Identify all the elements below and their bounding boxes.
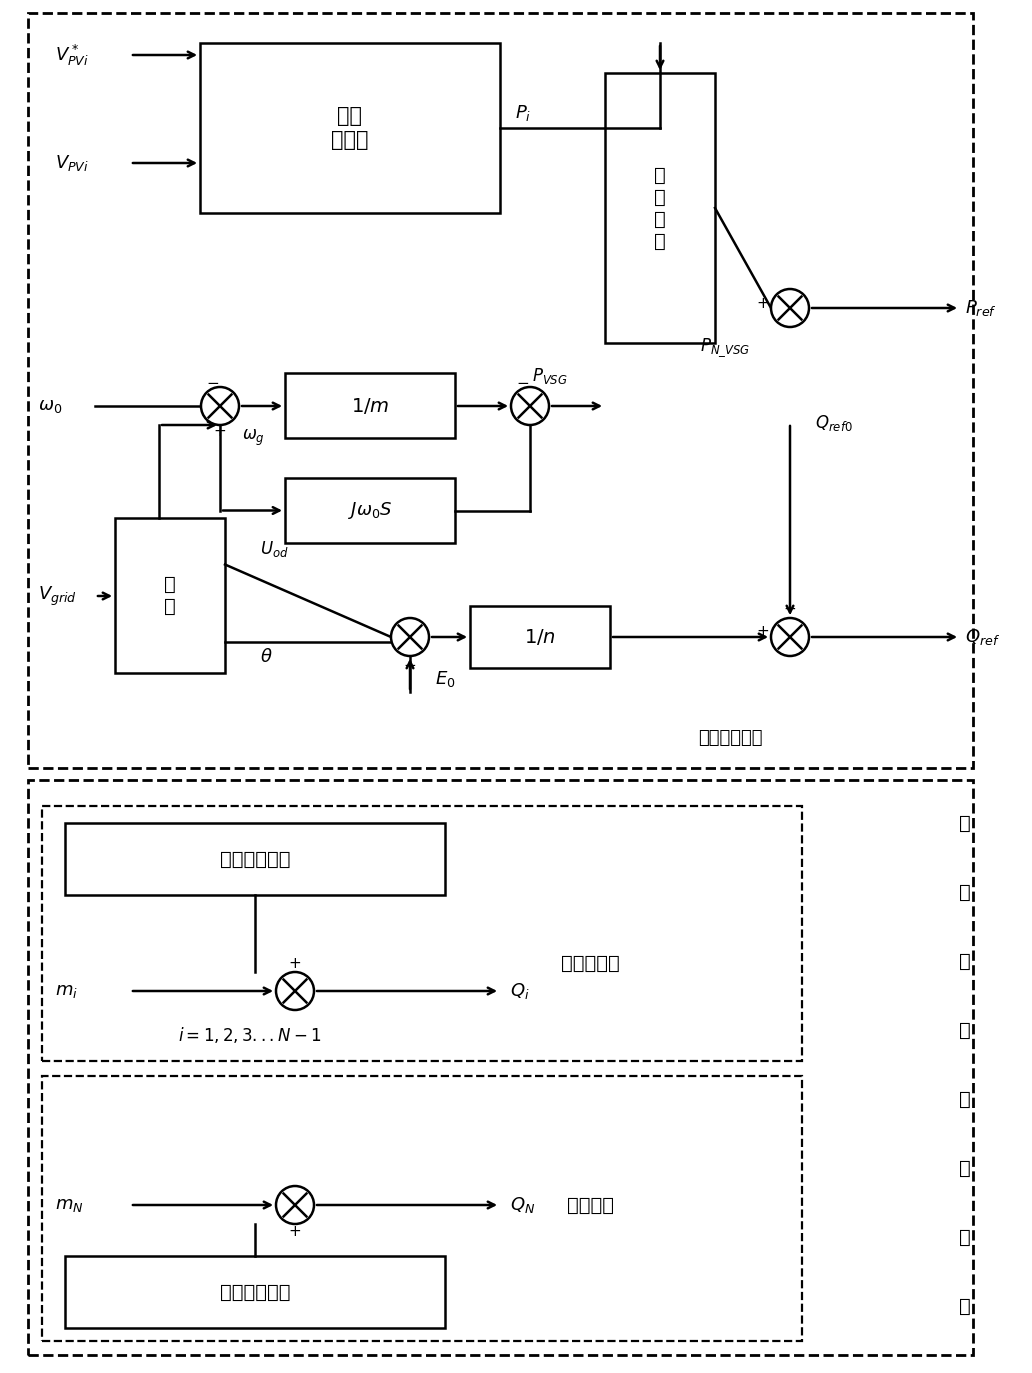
Bar (28, 780, 973, 1355)
Text: $+$: $+$ (288, 957, 301, 972)
Text: $Q_i$: $Q_i$ (510, 980, 529, 1001)
Text: $-$: $-$ (206, 373, 220, 389)
Text: 锁
相: 锁 相 (164, 575, 175, 616)
Text: $+$: $+$ (783, 603, 797, 618)
Bar (115, 518, 225, 673)
Bar (605, 73, 715, 343)
Text: $m_N$: $m_N$ (55, 1196, 84, 1214)
Text: $-$: $-$ (404, 656, 417, 671)
Text: 反向三次谐波: 反向三次谐波 (220, 1282, 290, 1302)
Bar (28, 12, 973, 768)
Bar (470, 605, 610, 669)
Text: $V_{PVi}$: $V_{PVi}$ (55, 152, 89, 173)
Text: $U_{od}$: $U_{od}$ (260, 540, 289, 560)
Bar (42, 806, 802, 1061)
Text: $P_i$: $P_i$ (515, 103, 531, 124)
Bar (65, 1256, 445, 1328)
Text: $1/m$: $1/m$ (351, 395, 389, 416)
Bar (65, 822, 445, 895)
Text: $1/n$: $1/n$ (524, 627, 556, 647)
Text: $V_{grid}$: $V_{grid}$ (38, 585, 77, 608)
Circle shape (391, 618, 429, 656)
Circle shape (276, 972, 314, 1011)
Text: $+$: $+$ (288, 1225, 301, 1240)
Text: 非备用单元: 非备用单元 (560, 953, 619, 972)
Text: 次: 次 (959, 883, 971, 902)
Circle shape (511, 387, 549, 426)
Text: $P_{ref}$: $P_{ref}$ (965, 298, 997, 319)
Text: $+$: $+$ (756, 295, 770, 310)
Text: 三: 三 (959, 813, 971, 832)
Bar (42, 1076, 802, 1341)
Text: 控: 控 (959, 1227, 971, 1247)
Text: $\omega_0$: $\omega_0$ (38, 397, 62, 415)
Text: $P_{VSG}$: $P_{VSG}$ (533, 367, 568, 386)
Text: $Q_{ref0}$: $Q_{ref0}$ (815, 413, 852, 432)
Text: $\omega_g$: $\omega_g$ (241, 428, 265, 448)
Text: $P_{N\_VSG}$: $P_{N\_VSG}$ (700, 336, 750, 360)
Text: $J\omega_0S$: $J\omega_0S$ (348, 500, 392, 520)
Text: 制: 制 (959, 1296, 971, 1315)
Text: $\theta$: $\theta$ (260, 648, 272, 666)
Circle shape (276, 1186, 314, 1223)
Bar (285, 478, 455, 542)
Text: $i=1,2,3...N-1$: $i=1,2,3...N-1$ (179, 1026, 322, 1045)
Bar (200, 43, 499, 213)
Text: 电压
调节器: 电压 调节器 (331, 106, 368, 150)
Circle shape (771, 288, 809, 327)
Bar (285, 373, 455, 438)
Text: $Q_{ref}$: $Q_{ref}$ (965, 627, 1000, 647)
Text: $+$: $+$ (214, 423, 227, 438)
Text: $-$: $-$ (516, 373, 529, 389)
Text: $m_i$: $m_i$ (55, 982, 78, 1000)
Text: $+$: $+$ (756, 625, 770, 640)
Text: 注: 注 (959, 1090, 971, 1108)
Circle shape (771, 618, 809, 656)
Text: 有
功
备
用: 有 功 备 用 (654, 166, 666, 250)
Text: $E_0$: $E_0$ (436, 669, 455, 689)
Text: 正向三次谐波: 正向三次谐波 (220, 850, 290, 869)
Text: 波: 波 (959, 1020, 971, 1039)
Text: 谐: 谐 (959, 951, 971, 971)
Text: 备用单元: 备用单元 (567, 1196, 613, 1215)
Text: $Q_N$: $Q_N$ (510, 1195, 536, 1215)
Text: $V_{PVi}^*$: $V_{PVi}^*$ (55, 43, 89, 67)
Circle shape (201, 387, 239, 426)
Text: 虚拟同步控制: 虚拟同步控制 (698, 729, 763, 747)
Text: 入: 入 (959, 1159, 971, 1178)
